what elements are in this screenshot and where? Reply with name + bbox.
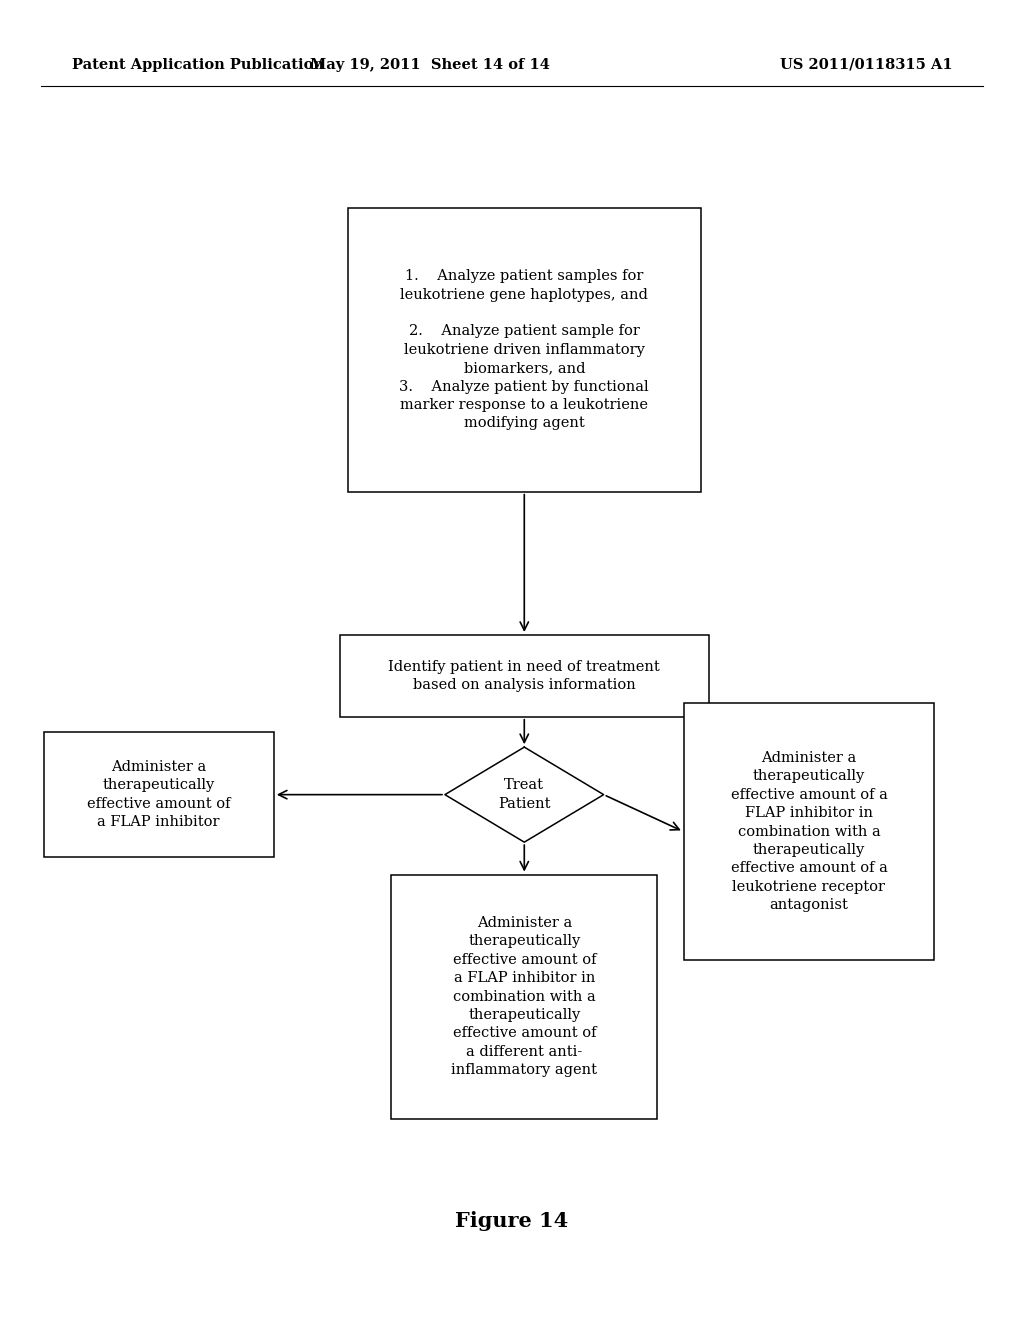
Text: Identify patient in need of treatment
based on analysis information: Identify patient in need of treatment ba… — [388, 660, 660, 692]
Text: 1.    Analyze patient samples for
leukotriene gene haplotypes, and

2.    Analyz: 1. Analyze patient samples for leukotrie… — [399, 269, 649, 430]
Bar — [340, 635, 709, 717]
Text: Treat
Patient: Treat Patient — [498, 779, 551, 810]
Bar — [348, 209, 700, 492]
Text: Administer a
therapeutically
effective amount of a
FLAP inhibitor in
combination: Administer a therapeutically effective a… — [730, 751, 888, 912]
Text: May 19, 2011  Sheet 14 of 14: May 19, 2011 Sheet 14 of 14 — [310, 58, 550, 71]
Text: US 2011/0118315 A1: US 2011/0118315 A1 — [779, 58, 952, 71]
Text: Administer a
therapeutically
effective amount of
a FLAP inhibitor: Administer a therapeutically effective a… — [87, 760, 230, 829]
Text: Administer a
therapeutically
effective amount of
a FLAP inhibitor in
combination: Administer a therapeutically effective a… — [452, 916, 597, 1077]
Text: Patent Application Publication: Patent Application Publication — [72, 58, 324, 71]
Bar — [684, 704, 934, 961]
Bar — [43, 731, 274, 858]
Text: Figure 14: Figure 14 — [456, 1210, 568, 1232]
Bar — [391, 874, 657, 1119]
